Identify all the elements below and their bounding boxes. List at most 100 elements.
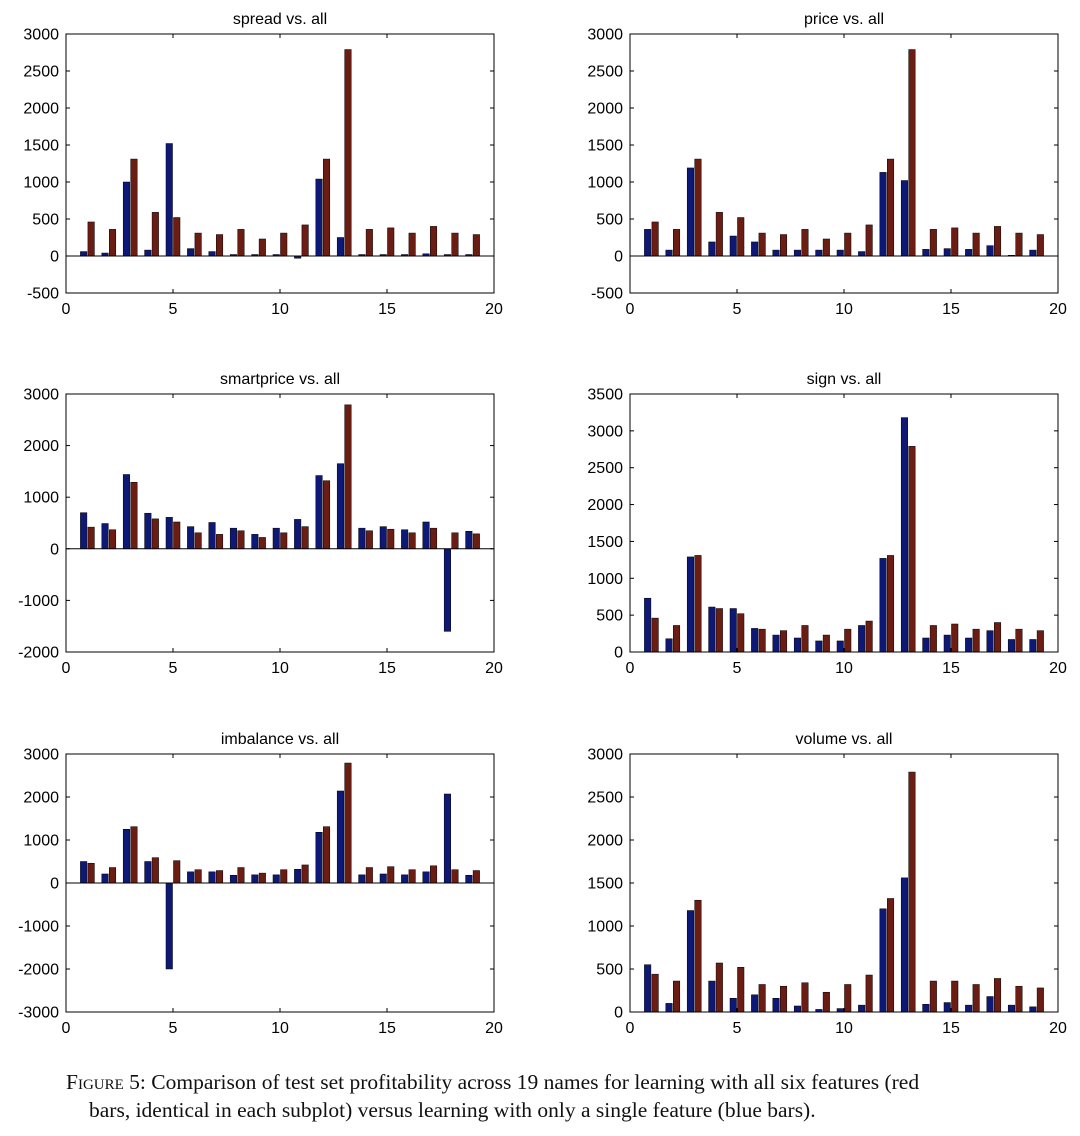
all-features-bar-14 bbox=[365, 867, 373, 884]
single-feature-bar-16 bbox=[965, 637, 973, 653]
single-feature-bar-10 bbox=[836, 640, 844, 653]
all-features-bar-1 bbox=[651, 221, 659, 257]
all-features-bar-15 bbox=[951, 980, 959, 1013]
figure-canvas: 0 5 10 15 20-500050010001500200025003000spre… bbox=[18, 11, 1067, 1037]
all-features-bar-9 bbox=[258, 238, 266, 257]
all-features-bar-7 bbox=[216, 534, 224, 550]
single-feature-bar-10 bbox=[272, 527, 280, 550]
single-feature-bar-11 bbox=[858, 1004, 866, 1013]
all-features-bar-11 bbox=[865, 974, 873, 1013]
x-tick-label: 15 bbox=[378, 1020, 396, 1037]
axes-frame bbox=[629, 33, 1059, 294]
single-feature-bar-12 bbox=[879, 908, 887, 1013]
y-tick-label: 1000 bbox=[587, 919, 623, 936]
y-tick-label: 3000 bbox=[587, 423, 623, 440]
subplot-title: sign vs. all bbox=[807, 371, 882, 388]
single-feature-bar-2 bbox=[665, 638, 673, 653]
single-feature-bar-11 bbox=[294, 519, 302, 550]
all-features-bar-16 bbox=[408, 532, 416, 550]
y-tick-label: 3500 bbox=[587, 387, 623, 404]
y-tick-label: -1000 bbox=[18, 593, 59, 610]
y-tick-label: 0 bbox=[614, 645, 623, 662]
single-feature-bar-6 bbox=[187, 248, 195, 257]
all-features-bar-4 bbox=[715, 212, 723, 257]
y-tick-label: 2000 bbox=[23, 790, 59, 807]
x-tick-label: 0 bbox=[62, 301, 71, 318]
x-tick-label: 20 bbox=[1049, 660, 1067, 677]
x-tick-label: 5 bbox=[733, 1020, 742, 1037]
single-feature-bar-7 bbox=[208, 871, 216, 884]
all-features-bar-11 bbox=[301, 224, 309, 257]
single-feature-bar-16 bbox=[401, 529, 409, 550]
single-feature-bar-14 bbox=[358, 527, 366, 550]
single-feature-bar-4 bbox=[708, 241, 716, 257]
single-feature-bar-11 bbox=[858, 251, 866, 257]
single-feature-bar-17 bbox=[986, 630, 994, 653]
all-features-bar-3 bbox=[130, 158, 138, 257]
single-feature-bar-4 bbox=[144, 249, 152, 257]
y-tick-label: -3000 bbox=[18, 1005, 59, 1022]
single-feature-bar-12 bbox=[315, 475, 323, 550]
single-feature-bar-8 bbox=[229, 875, 237, 884]
all-features-bar-17 bbox=[430, 865, 438, 884]
axes-frame bbox=[629, 753, 1059, 1013]
single-feature-bar-7 bbox=[772, 997, 780, 1013]
x-tick-label: 15 bbox=[378, 301, 396, 318]
single-feature-bar-3 bbox=[686, 556, 694, 653]
single-feature-bar-19 bbox=[465, 875, 473, 884]
all-features-bar-8 bbox=[237, 530, 245, 550]
single-feature-bar-2 bbox=[665, 249, 673, 257]
y-tick-label: 1000 bbox=[587, 571, 623, 588]
all-features-bar-8 bbox=[237, 867, 245, 884]
subplot-title: smartprice vs. all bbox=[220, 371, 340, 388]
single-feature-bar-4 bbox=[708, 606, 716, 653]
y-tick-label: 1500 bbox=[23, 138, 59, 155]
all-features-bar-17 bbox=[994, 978, 1002, 1013]
single-feature-bar-2 bbox=[101, 873, 109, 884]
all-features-bar-5 bbox=[737, 613, 745, 653]
single-feature-bar-13 bbox=[900, 180, 908, 257]
single-feature-bar-15 bbox=[943, 634, 951, 653]
x-tick-label: 5 bbox=[733, 301, 742, 318]
single-feature-bar-6 bbox=[187, 526, 195, 550]
single-feature-bar-1 bbox=[80, 512, 88, 550]
all-features-bar-14 bbox=[365, 229, 373, 257]
all-features-bar-9 bbox=[822, 238, 830, 257]
single-feature-bar-1 bbox=[80, 251, 88, 257]
all-features-bar-11 bbox=[301, 864, 309, 884]
x-tick-label: 10 bbox=[835, 1020, 853, 1037]
single-feature-bar-7 bbox=[772, 249, 780, 257]
all-features-bar-18 bbox=[451, 532, 459, 550]
all-features-bar-13 bbox=[344, 404, 352, 550]
y-tick-label: 500 bbox=[596, 608, 623, 625]
single-feature-bar-8 bbox=[793, 249, 801, 257]
all-features-bar-18 bbox=[451, 869, 459, 884]
all-features-bar-15 bbox=[387, 866, 395, 884]
all-features-bar-2 bbox=[673, 229, 681, 257]
single-feature-bar-5 bbox=[729, 608, 737, 653]
all-features-bar-4 bbox=[151, 518, 159, 550]
all-features-bar-6 bbox=[194, 532, 202, 550]
all-features-bar-8 bbox=[801, 982, 809, 1013]
all-features-bar-16 bbox=[972, 232, 980, 257]
all-features-bar-18 bbox=[1015, 985, 1023, 1013]
x-tick-label: 10 bbox=[271, 301, 289, 318]
single-feature-bar-3 bbox=[122, 829, 130, 884]
all-features-bar-2 bbox=[673, 625, 681, 653]
all-features-bar-19 bbox=[472, 870, 480, 884]
y-tick-label: 3000 bbox=[23, 747, 59, 764]
single-feature-bar-6 bbox=[751, 994, 759, 1013]
all-features-bar-5 bbox=[737, 217, 745, 257]
all-features-bar-5 bbox=[173, 217, 181, 257]
x-tick-label: 0 bbox=[626, 301, 635, 318]
y-tick-label: 3000 bbox=[587, 747, 623, 764]
all-features-bar-7 bbox=[780, 630, 788, 653]
single-feature-bar-7 bbox=[208, 251, 216, 257]
all-features-bar-1 bbox=[87, 862, 95, 884]
all-features-bar-12 bbox=[887, 158, 895, 257]
single-feature-bar-19 bbox=[465, 531, 473, 550]
single-feature-bar-15 bbox=[379, 526, 387, 550]
y-tick-label: -500 bbox=[27, 286, 59, 303]
all-features-bar-15 bbox=[387, 528, 395, 550]
subplot-4: 0 5 10 15 20 0 500 1000 1500 2000 2500 3000 3500 sign… bbox=[587, 371, 1067, 677]
